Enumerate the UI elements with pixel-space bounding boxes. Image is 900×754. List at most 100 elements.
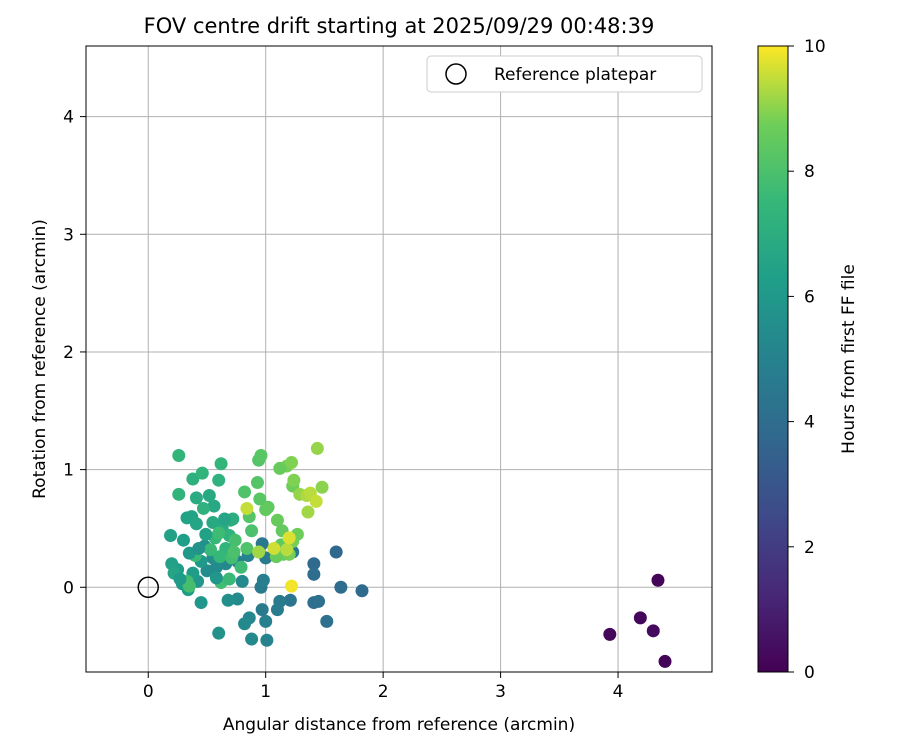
y-axis-ticks: 0 1 2 3 4 — [63, 108, 86, 598]
data-point — [309, 494, 323, 508]
y-axis-label: Rotation from reference (arcmin) — [30, 219, 50, 499]
y-tick-label: 1 — [63, 461, 74, 481]
data-point — [651, 573, 665, 587]
data-point — [202, 488, 216, 502]
colorbar-tick-label: 2 — [804, 538, 815, 558]
data-point — [227, 545, 241, 559]
data-points — [164, 441, 672, 668]
data-point — [212, 526, 226, 540]
data-point — [207, 499, 221, 513]
colorbar: 0 2 4 6 8 10 Hours from first FF file — [757, 37, 859, 683]
data-point — [182, 579, 196, 593]
data-point — [301, 505, 315, 519]
y-tick-label: 2 — [63, 343, 74, 363]
data-point — [259, 503, 273, 517]
data-point — [194, 596, 208, 610]
plot-frame — [85, 45, 713, 673]
x-axis-label: Angular distance from reference (arcmin) — [223, 715, 575, 735]
legend-marker — [445, 63, 467, 85]
data-point — [245, 632, 259, 646]
data-point — [189, 517, 203, 531]
data-point — [186, 472, 200, 486]
data-point — [287, 473, 301, 487]
data-point — [307, 557, 321, 571]
data-point — [285, 456, 299, 470]
colorbar-tick-label: 8 — [804, 162, 815, 182]
data-point — [222, 572, 236, 586]
y-tick-label: 0 — [63, 578, 74, 598]
colorbar-tick-label: 6 — [804, 287, 815, 307]
legend-box — [426, 55, 703, 93]
data-point — [250, 476, 264, 490]
colorbar-gradient — [757, 45, 789, 673]
data-point — [603, 627, 617, 641]
data-point — [355, 584, 369, 598]
data-point — [310, 441, 324, 455]
data-point — [315, 480, 329, 494]
data-point — [646, 624, 660, 638]
data-point — [329, 545, 343, 559]
chart-title: FOV centre drift starting at 2025/09/29 … — [144, 14, 655, 38]
data-point — [255, 603, 269, 617]
data-point — [173, 572, 187, 586]
colorbar-tick-label: 0 — [804, 663, 815, 683]
colorbar-tick-label: 4 — [804, 413, 815, 433]
data-point — [273, 461, 287, 475]
data-point — [218, 512, 232, 526]
data-point — [254, 448, 268, 462]
data-point — [238, 617, 252, 631]
data-point — [199, 527, 213, 541]
x-axis-ticks: 0 1 2 3 4 — [143, 672, 624, 702]
data-point — [280, 543, 294, 557]
y-tick-label: 4 — [63, 108, 74, 128]
data-point — [245, 524, 259, 538]
data-point — [252, 545, 266, 559]
legend-label: Reference platepar — [494, 65, 656, 85]
data-point — [176, 533, 190, 547]
reference-point — [137, 576, 159, 599]
data-point — [172, 448, 186, 462]
data-point — [196, 501, 210, 515]
y-tick-label: 3 — [63, 225, 74, 245]
data-point — [203, 543, 217, 557]
x-tick-label: 0 — [143, 682, 154, 702]
data-point — [235, 574, 249, 588]
colorbar-tick-label: 10 — [804, 37, 826, 57]
data-point — [172, 487, 186, 501]
data-point — [256, 573, 270, 587]
data-point — [209, 571, 223, 585]
data-point — [283, 593, 297, 607]
x-tick-label: 2 — [378, 682, 389, 702]
data-point — [320, 614, 334, 628]
data-point — [253, 492, 267, 506]
data-point — [259, 614, 273, 628]
data-point — [164, 529, 178, 543]
data-point — [238, 485, 252, 499]
x-tick-label: 1 — [260, 682, 271, 702]
data-point — [180, 511, 194, 525]
data-point — [221, 593, 235, 607]
data-point — [206, 516, 220, 530]
data-point — [658, 654, 672, 668]
data-point — [285, 579, 299, 593]
data-point — [260, 633, 274, 647]
data-point — [240, 501, 254, 515]
x-tick-label: 3 — [495, 682, 506, 702]
data-point — [189, 491, 203, 505]
data-point — [213, 550, 227, 564]
data-point — [270, 603, 284, 617]
legend: Reference platepar — [426, 55, 703, 93]
data-point — [195, 466, 209, 480]
data-point — [633, 611, 647, 625]
data-point — [212, 626, 226, 640]
data-point — [307, 567, 321, 581]
data-point — [267, 541, 281, 555]
data-point — [234, 560, 248, 574]
x-tick-label: 4 — [613, 682, 624, 702]
data-point — [212, 473, 226, 487]
data-point — [270, 513, 284, 527]
data-point — [240, 541, 254, 555]
data-point — [312, 594, 326, 608]
